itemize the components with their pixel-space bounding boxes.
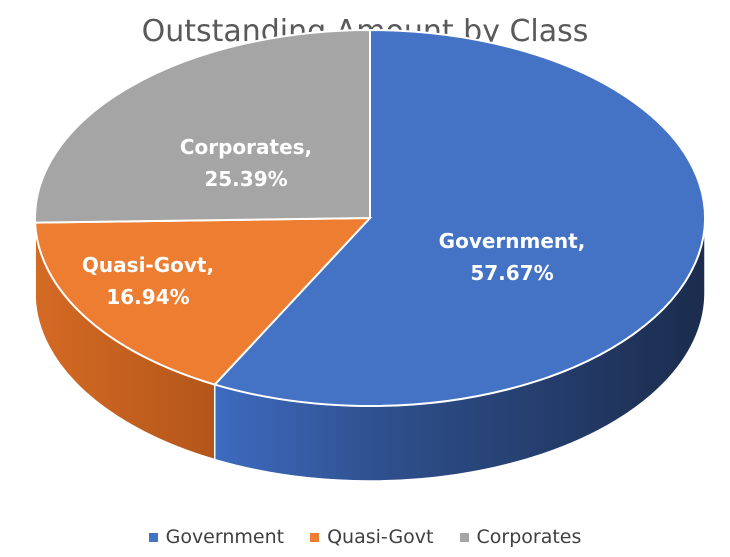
legend-label: Government [165,526,285,548]
legend-item-quasi-govt: Quasi-Govt [310,526,434,548]
pie-slice-government [212,28,706,407]
legend-label: Quasi-Govt [327,526,434,548]
legend-swatch [148,532,158,542]
legend-item-government: Government [148,526,285,548]
data-label-government: Government, 57.67% [412,225,612,289]
legend-label: Corporates [476,526,582,548]
data-label-quasi-govt: Quasi-Govt, 16.94% [48,249,248,313]
data-label-value: 57.67% [470,261,554,285]
legend-item-corporates: Corporates [459,526,582,548]
legend: Government Quasi-Govt Corporates [0,526,730,548]
data-label-value: 25.39% [204,167,288,191]
legend-swatch [459,532,469,542]
pie-slice-quasi-govt [34,216,373,386]
data-label-value: 16.94% [106,285,190,309]
data-label-name: Corporates, [179,135,313,159]
data-label-name: Quasi-Govt, [81,253,215,277]
legend-swatch [310,532,320,542]
data-label-corporates: Corporates, 25.39% [146,131,346,195]
data-label-name: Government, [438,229,586,253]
pie-slice-corporates [34,28,371,224]
